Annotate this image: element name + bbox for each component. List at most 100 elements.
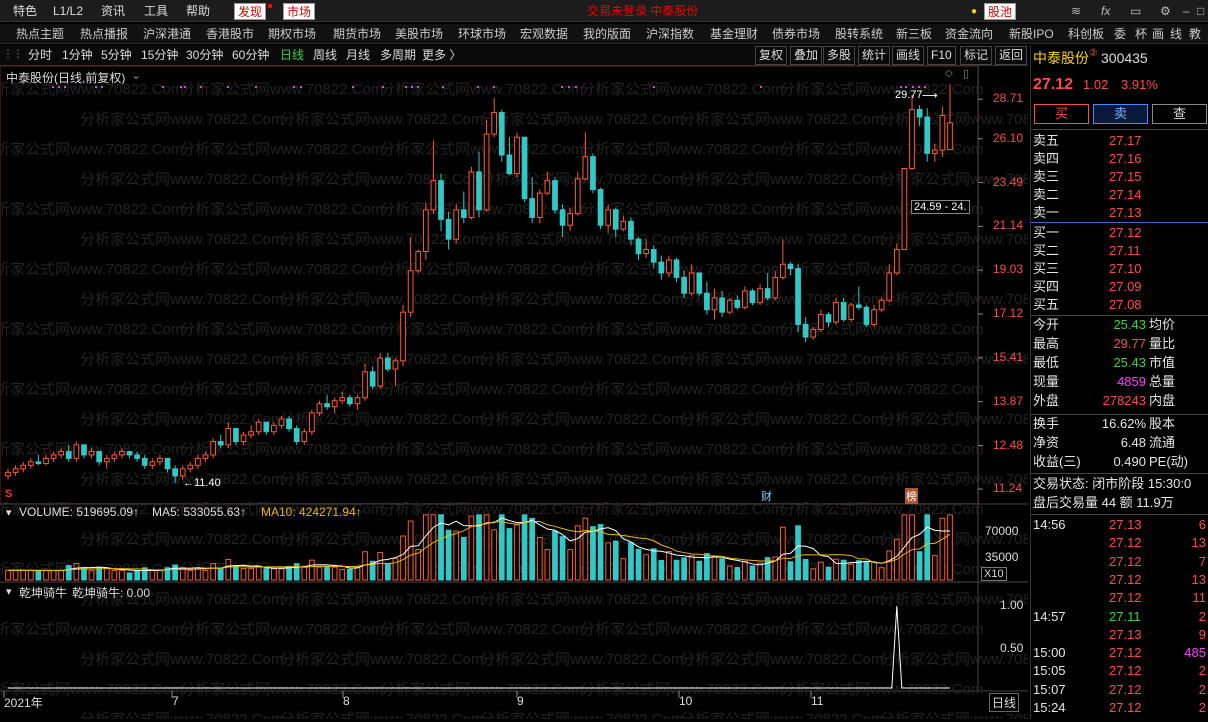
tool-button-3[interactable]: 统计 (858, 46, 891, 65)
bids-price-1[interactable]: 27.11 (1109, 243, 1141, 258)
nav-item-8[interactable]: 宏观数据 (520, 27, 569, 41)
indicator-icon[interactable]: ▾ (6, 586, 12, 598)
nav-item-14[interactable]: 新三板 (896, 27, 933, 41)
indicator-axis-05: 0.50 (1000, 641, 1024, 655)
nav-item-0[interactable]: 热点主题 (16, 27, 65, 41)
candle-body (749, 290, 756, 304)
period-9[interactable]: 多周期 (380, 48, 417, 62)
nav-item-6[interactable]: 美股市场 (395, 27, 444, 41)
candle-body (825, 314, 832, 323)
volume-bar (172, 564, 178, 581)
candle-body (50, 454, 57, 459)
indicator-line (8, 605, 950, 689)
menu-faxian[interactable]: 发现 (234, 3, 267, 20)
formula-icon[interactable]: fx (1101, 4, 1111, 18)
chart-title-dropdown-icon[interactable]: ⌄ (131, 68, 142, 82)
tool-button-0[interactable]: 复权 (755, 46, 788, 65)
grid-icon[interactable]: ⋮⋮ (3, 49, 23, 60)
asks-price-0[interactable]: 27.17 (1109, 133, 1142, 148)
bids-price-2[interactable]: 27.10 (1109, 261, 1142, 276)
nav-item-10[interactable]: 沪深指数 (646, 27, 695, 41)
buy-button[interactable]: 买 (1034, 104, 1089, 124)
marker-s[interactable]: S (5, 488, 13, 500)
tool-button-6[interactable]: 标记 (960, 46, 993, 65)
volume-bar (552, 530, 558, 581)
nav-item-2[interactable]: 沪深港通 (143, 27, 192, 41)
marker-cai[interactable]: 财 (761, 491, 772, 503)
nav-item-16[interactable]: 新股IPO (1009, 27, 1054, 41)
bids-price-0[interactable]: 27.12 (1109, 225, 1142, 240)
nav-item-18[interactable]: 委 (1114, 27, 1127, 41)
divider (1031, 514, 1208, 515)
query-button[interactable]: 查 (1152, 104, 1207, 124)
bids-price-4[interactable]: 27.08 (1109, 297, 1142, 312)
nav-item-13[interactable]: 股转系统 (835, 27, 884, 41)
period-0[interactable]: 分时 (28, 48, 53, 62)
watermark-text: 分析家公式网www.70822.Com (180, 81, 383, 98)
period-8[interactable]: 月线 (346, 48, 371, 62)
tool-button-7[interactable]: 返回 (995, 46, 1028, 65)
window-icon[interactable]: ▭ (1130, 4, 1142, 18)
candle-body (58, 451, 65, 456)
date-8: 8 (343, 694, 350, 708)
watermark-text: 分析家公式网www.70822.Com (380, 261, 583, 278)
nav-item-19[interactable]: 杯 (1135, 27, 1148, 41)
chart-area[interactable]: 分析家公式网www.70822.Com 分析家公式网www.70822.Com 分析… (0, 66, 1083, 722)
layers-icon[interactable]: ≋ (1071, 4, 1082, 18)
candle-body (225, 428, 232, 446)
nav-item-22[interactable]: 教 (1189, 27, 1202, 41)
tool-button-2[interactable]: 多股 (823, 46, 856, 65)
tool-button-4[interactable]: 画线 (892, 46, 925, 65)
nav-item-7[interactable]: 环球市场 (458, 27, 507, 41)
watermark-text: 分析家公式网www.70822.Com (80, 651, 283, 668)
tool-button-5[interactable]: F10 (927, 46, 956, 65)
period-4[interactable]: 30分钟 (186, 48, 224, 62)
kline-svg[interactable]: 分析家公式网www.70822.Com 分析家公式网www.70822.Com 分析… (0, 66, 1083, 722)
period-5[interactable]: 60分钟 (232, 48, 270, 62)
menu-gongju[interactable]: 工具 (144, 4, 169, 18)
panel-icon[interactable]: ▯ (963, 68, 970, 80)
nav-item-11[interactable]: 基金理财 (710, 27, 759, 41)
nav-item-4[interactable]: 期权市场 (268, 27, 317, 41)
menu-tese[interactable]: 特色 (13, 4, 38, 18)
marker-bang[interactable]: 榜 (905, 488, 918, 504)
bids-price-3[interactable]: 27.09 (1109, 279, 1142, 294)
nav-item-17[interactable]: 科创板 (1068, 27, 1105, 41)
nav-item-9[interactable]: 我的版面 (583, 27, 632, 41)
menu-bangzhu[interactable]: 帮助 (186, 4, 211, 18)
nav-item-20[interactable]: 画 (1152, 27, 1165, 41)
period-6[interactable]: 日线 (280, 48, 305, 62)
nav-item-21[interactable]: 线 (1170, 27, 1183, 41)
minimize-icon[interactable]: – (1183, 4, 1190, 18)
candle-body (255, 421, 262, 433)
menu-l1l2[interactable]: L1/L2 (53, 4, 84, 18)
asks-price-1[interactable]: 27.16 (1109, 151, 1142, 166)
period-1[interactable]: 1分钟 (62, 48, 93, 62)
settings-icon[interactable]: ⚙ (1160, 4, 1171, 18)
asks-price-4[interactable]: 27.13 (1109, 205, 1142, 220)
period-2[interactable]: 5分钟 (101, 48, 132, 62)
nav-item-5[interactable]: 期货市场 (333, 27, 382, 41)
nav-item-1[interactable]: 热点播报 (80, 27, 129, 41)
menu-zixun[interactable]: 资讯 (101, 4, 126, 18)
menu-shichang[interactable]: 市场 (283, 3, 316, 20)
diamond-icon[interactable]: ◇ (945, 68, 953, 79)
nav-item-3[interactable]: 香港股市 (206, 27, 255, 41)
volume-bar (179, 567, 186, 581)
period-7[interactable]: 周线 (313, 48, 338, 62)
stats2-label-1: 净资 (1033, 435, 1060, 450)
period-indicator[interactable]: 日线 (989, 693, 1020, 712)
nav-item-12[interactable]: 债券市场 (772, 27, 821, 41)
period-10[interactable]: 更多 〉 (422, 48, 462, 62)
asks-price-3[interactable]: 27.14 (1109, 187, 1142, 202)
asks-price-2[interactable]: 27.15 (1109, 169, 1142, 184)
tick-time-7: 15:00 (1033, 645, 1066, 661)
period-3[interactable]: 15分钟 (141, 48, 179, 62)
sell-button[interactable]: 卖 (1093, 104, 1148, 124)
volume-icon[interactable]: ▾ (6, 507, 12, 519)
gupiao-button[interactable]: 股池 (984, 3, 1017, 20)
nav-item-15[interactable]: 资金流向 (945, 27, 994, 41)
tool-button-1[interactable]: 叠加 (790, 46, 823, 65)
bulb-icon[interactable]: ● (971, 6, 978, 17)
maximize-icon[interactable]: □ (1197, 4, 1205, 18)
